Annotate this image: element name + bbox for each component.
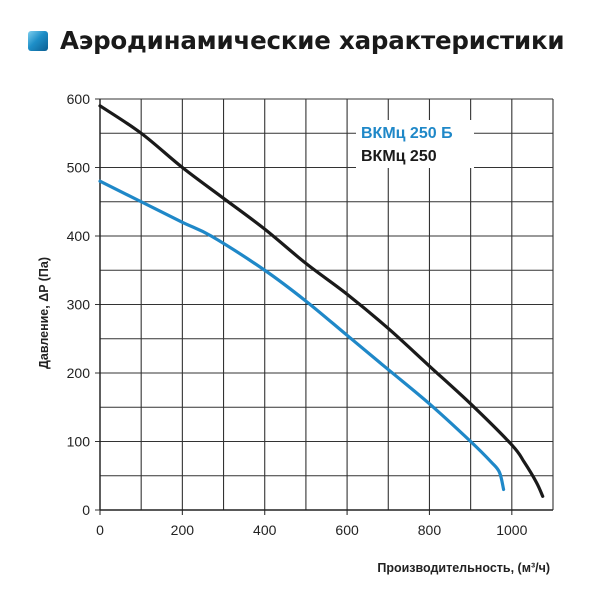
header: Аэродинамические характеристики (28, 26, 565, 55)
x-tick-label: 1000 (496, 522, 527, 538)
page-title: Аэродинамические характеристики (60, 26, 565, 55)
y-tick-label: 100 (67, 434, 91, 450)
x-tick-label: 400 (253, 522, 277, 538)
legend-background (356, 120, 474, 168)
y-tick-label: 600 (67, 91, 91, 107)
x-tick-label: 600 (335, 522, 359, 538)
y-tick-label: 300 (67, 297, 91, 313)
y-axis-ticks: 0 100 200 300 400 500 600 (67, 91, 91, 518)
x-tick-label: 200 (171, 522, 195, 538)
series-lines (98, 104, 545, 498)
x-tick-label: 0 (96, 522, 104, 538)
blue-square-icon (28, 30, 48, 51)
y-tick-label: 0 (82, 502, 90, 518)
y-axis-label: Давление, ΔP (Па) (37, 257, 51, 369)
series-line-1 (98, 104, 545, 498)
legend-item-vkmc-250-b: ВКМц 250 Б (361, 125, 453, 142)
y-tick-label: 500 (67, 160, 91, 176)
series-line-0 (98, 179, 506, 492)
y-tick-label: 400 (67, 228, 91, 244)
x-tick-label: 800 (418, 522, 442, 538)
y-tick-label: 200 (67, 365, 91, 381)
x-axis-label: Производительность, (м³/ч) (377, 561, 550, 575)
legend-item-vkmc-250: ВКМц 250 (361, 148, 437, 165)
x-axis-ticks: 0 200 400 600 800 1000 (96, 522, 527, 538)
